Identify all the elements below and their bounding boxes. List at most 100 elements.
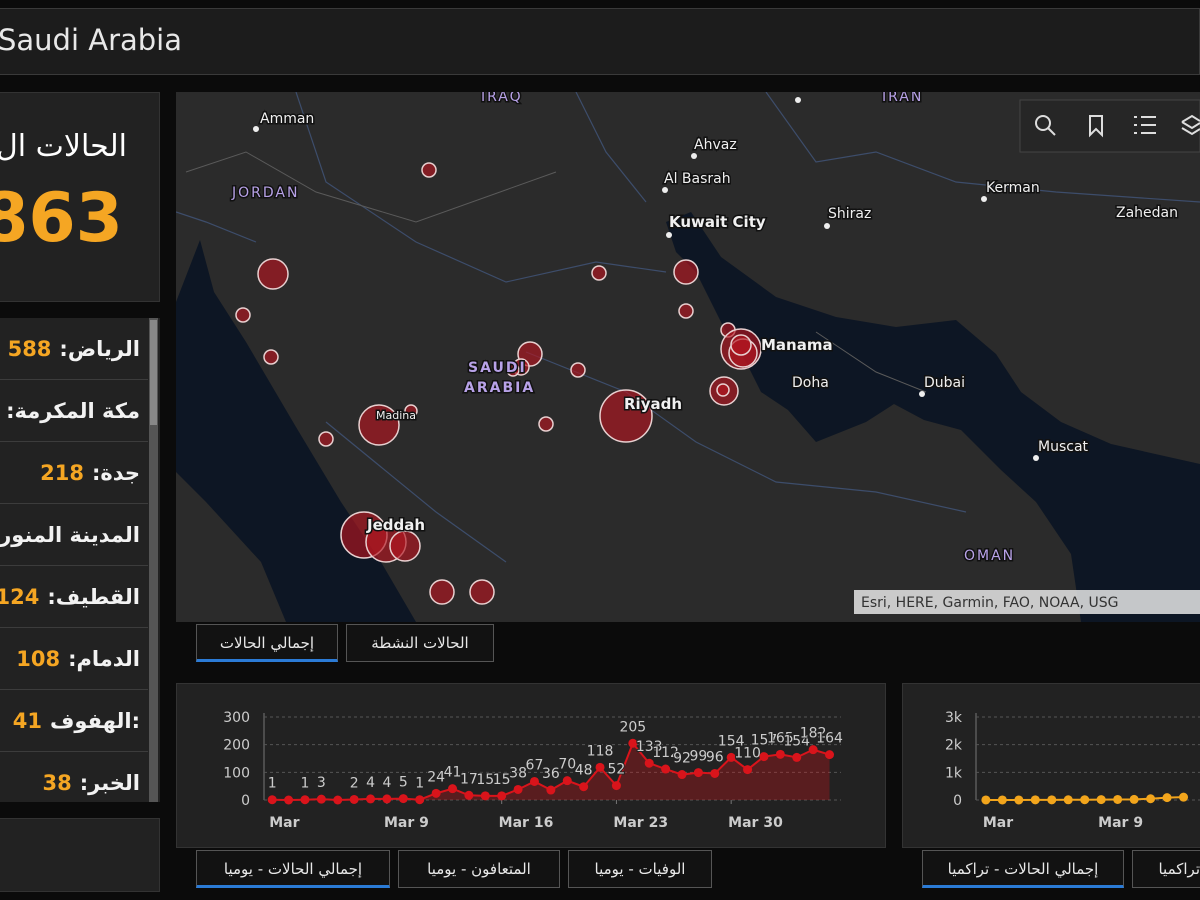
chart-tab[interactable]: إجمالي الحالات - تراكميا bbox=[922, 850, 1124, 888]
map-label: Ahvaz bbox=[694, 137, 737, 153]
point bbox=[300, 795, 310, 805]
city-name: مكة المكرمة: bbox=[6, 399, 140, 423]
data-label: 17 bbox=[460, 771, 478, 787]
chart-panel: 0 1k 2k 3k Mar Mar 9 bbox=[902, 683, 1200, 848]
search-button[interactable] bbox=[1035, 115, 1056, 136]
data-label: 70 bbox=[558, 757, 576, 773]
map[interactable]: IRAQ IRAN Amman JORDAN Ahvaz Al Basrah K… bbox=[176, 92, 1200, 622]
city-row[interactable]: القطيف: 124 bbox=[0, 566, 148, 628]
city-row[interactable]: الدمام: 108 bbox=[0, 628, 148, 690]
point bbox=[792, 752, 802, 762]
data-label: 110 bbox=[734, 746, 761, 762]
data-label: 67 bbox=[526, 757, 544, 773]
map-tab[interactable]: الحالات النشطة bbox=[346, 624, 494, 662]
point bbox=[349, 794, 359, 804]
city-row[interactable]: :الهفوف 41 bbox=[0, 690, 148, 752]
point bbox=[1113, 794, 1123, 804]
city-value: 108 bbox=[16, 647, 61, 671]
data-label: 133 bbox=[636, 739, 663, 755]
map-label: Madina bbox=[376, 409, 416, 422]
point bbox=[464, 790, 474, 800]
data-label: 96 bbox=[706, 749, 724, 765]
city-value: 588 bbox=[7, 337, 52, 361]
x-tick-label: Mar bbox=[983, 815, 1013, 831]
data-label: 4 bbox=[382, 775, 391, 791]
point bbox=[661, 764, 671, 774]
point bbox=[267, 795, 277, 805]
data-label: 92 bbox=[673, 751, 691, 767]
scroll-thumb[interactable] bbox=[150, 320, 157, 425]
map-label: OMAN bbox=[964, 548, 1015, 564]
map-label: Muscat bbox=[1038, 439, 1089, 455]
point bbox=[759, 752, 769, 762]
y-tick-label: 0 bbox=[241, 793, 250, 809]
y-tick-label: 1k bbox=[945, 765, 963, 781]
city-name: القطيف: bbox=[47, 585, 140, 609]
data-label: 1 bbox=[301, 776, 310, 792]
scrollbar[interactable] bbox=[149, 318, 158, 802]
point bbox=[808, 745, 818, 755]
chart-tab[interactable]: تراكميا bbox=[1132, 850, 1200, 888]
city-name: :الهفوف bbox=[49, 709, 140, 733]
bookmark-button[interactable] bbox=[1089, 115, 1103, 138]
legend-button[interactable] bbox=[1134, 116, 1156, 134]
map-label: Kuwait City bbox=[669, 213, 766, 231]
city-list: الرياض: 588 مكة المكرمة: جدة: 218 المدينة الم… bbox=[0, 318, 160, 802]
city-row[interactable]: الرياض: 588 bbox=[0, 318, 148, 380]
point bbox=[1129, 794, 1139, 804]
map-label: JORDAN bbox=[231, 185, 299, 201]
point bbox=[1096, 795, 1106, 805]
case-circles bbox=[235, 162, 762, 605]
attribution: Esri, HERE, Garmin, FAO, NOAA, USG bbox=[861, 595, 1118, 611]
map-label: IRAN bbox=[882, 92, 923, 105]
total-value: 863 bbox=[0, 179, 123, 258]
point bbox=[316, 794, 326, 804]
point bbox=[497, 791, 507, 801]
point bbox=[366, 794, 376, 804]
chart-tab[interactable]: المتعافون - يوميا bbox=[398, 850, 560, 888]
data-label: 38 bbox=[509, 765, 527, 781]
layers-button[interactable] bbox=[1181, 114, 1200, 136]
city-name: الدمام: bbox=[68, 647, 140, 671]
point bbox=[710, 768, 720, 778]
map-label: Jeddah bbox=[366, 516, 425, 534]
city-name: الخبر: bbox=[79, 771, 140, 795]
roads bbox=[176, 92, 1200, 563]
city-value: 41 bbox=[12, 709, 42, 733]
point bbox=[415, 795, 425, 805]
map-label: ARABIA bbox=[464, 380, 535, 396]
point bbox=[579, 782, 589, 792]
x-tick-label: Mar 30 bbox=[728, 815, 783, 831]
y-tick-label: 0 bbox=[953, 793, 962, 809]
city-row[interactable]: الخبر: 38 bbox=[0, 752, 148, 802]
data-label: 15 bbox=[493, 772, 511, 788]
point bbox=[382, 794, 392, 804]
data-label: 24 bbox=[427, 769, 445, 785]
y-tick-label: 100 bbox=[223, 765, 250, 781]
area bbox=[272, 743, 830, 800]
point bbox=[595, 762, 605, 772]
map-label: SAUDI bbox=[468, 360, 527, 376]
map-label: Dubai bbox=[924, 375, 965, 391]
map-tab[interactable]: إجمالي الحالات bbox=[196, 624, 338, 662]
city-row[interactable]: مكة المكرمة: bbox=[0, 380, 148, 442]
data-label: 118 bbox=[587, 743, 614, 759]
cumulative-chart: 0 1k 2k 3k Mar Mar 9 bbox=[945, 710, 1200, 831]
data-label: 52 bbox=[608, 762, 626, 778]
point bbox=[480, 791, 490, 801]
point bbox=[997, 795, 1007, 805]
point bbox=[1030, 795, 1040, 805]
y-tick-label: 3k bbox=[945, 710, 963, 726]
chart-tab[interactable]: الوفيات - يوميا bbox=[568, 850, 712, 888]
city-value: 38 bbox=[42, 771, 72, 795]
data-label: 99 bbox=[689, 749, 707, 765]
city-row[interactable]: المدينة المنورة bbox=[0, 504, 148, 566]
x-tick-label: Mar bbox=[269, 815, 299, 831]
point bbox=[611, 781, 621, 791]
point bbox=[513, 784, 523, 794]
city-value: 124 bbox=[0, 585, 40, 609]
city-row[interactable]: جدة: 218 bbox=[0, 442, 148, 504]
data-label: 36 bbox=[542, 766, 560, 782]
gulf bbox=[666, 212, 1200, 622]
chart-tab[interactable]: إجمالي الحالات - يوميا bbox=[196, 850, 390, 888]
